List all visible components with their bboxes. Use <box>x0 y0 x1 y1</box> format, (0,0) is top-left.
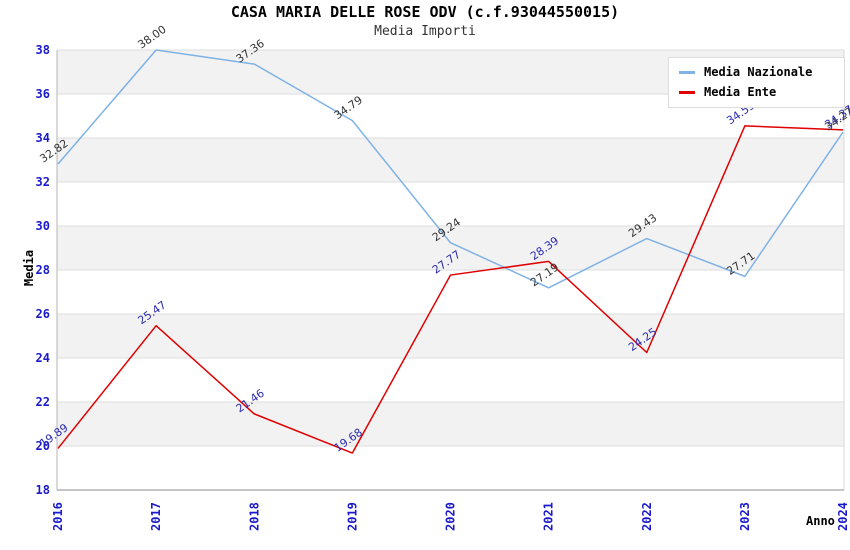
x-tick-label: 2024 <box>836 502 850 531</box>
plot-band <box>57 314 844 358</box>
y-tick-label: 36 <box>36 87 50 101</box>
series-line-0 <box>57 49 844 289</box>
x-tick-label: 2018 <box>247 502 261 531</box>
x-tick-label: 2020 <box>444 502 458 531</box>
y-tick-label: 32 <box>36 175 50 189</box>
x-axis-title: Anno <box>806 514 835 528</box>
legend-label-media-nazionale: Media Nazionale <box>704 65 813 79</box>
x-tick-label: 2019 <box>345 502 359 531</box>
point-label: 38.00 <box>135 23 168 52</box>
series-line-1 <box>57 125 844 454</box>
y-axis-title: Media <box>22 249 36 287</box>
x-tick-label: 2023 <box>738 502 752 531</box>
plot-band <box>57 402 844 446</box>
chart-title: CASA MARIA DELLE ROSE ODV (c.f.930445500… <box>230 3 620 21</box>
y-tick-label: 38 <box>36 43 50 57</box>
x-tick-label: 2022 <box>640 502 654 531</box>
x-tick-label: 2017 <box>149 502 163 531</box>
legend-item-media-nazionale: Media Nazionale <box>679 66 834 78</box>
plot-band <box>57 226 844 270</box>
y-tick-label: 26 <box>36 307 50 321</box>
legend-item-media-ente: Media Ente <box>679 86 834 98</box>
y-tick-label: 34 <box>36 131 50 145</box>
y-tick-label: 24 <box>36 351 50 365</box>
legend-label-media-ente: Media Ente <box>704 85 777 99</box>
y-tick-label: 22 <box>36 395 50 409</box>
legend: Media Nazionale Media Ente <box>668 57 845 108</box>
plot-band <box>57 138 844 182</box>
y-tick-label: 30 <box>36 219 50 233</box>
x-tick-label: 2021 <box>542 502 556 531</box>
y-tick-label: 28 <box>36 263 50 277</box>
y-tick-label: 20 <box>36 439 50 453</box>
x-tick-label: 2016 <box>51 502 65 531</box>
y-tick-label: 18 <box>36 483 50 497</box>
media-ente-line-swatch <box>679 90 695 94</box>
media-nazionale-line-swatch <box>679 70 695 74</box>
chart-subtitle: Media Importi <box>374 24 476 39</box>
